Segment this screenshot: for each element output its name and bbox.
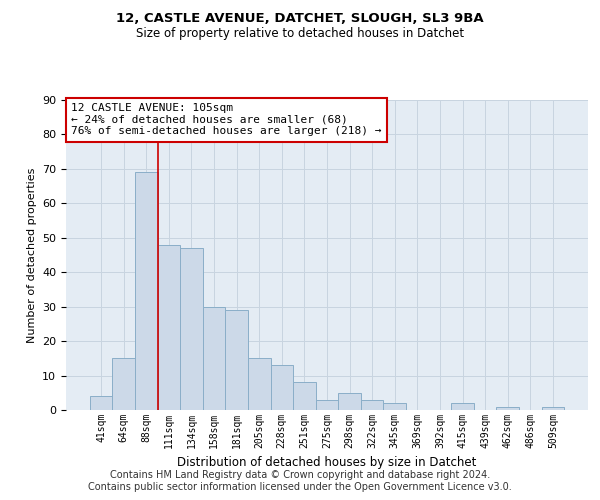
- Bar: [248, 358, 271, 410]
- Bar: [542, 406, 564, 410]
- Text: 12, CASTLE AVENUE, DATCHET, SLOUGH, SL3 9BA: 12, CASTLE AVENUE, DATCHET, SLOUGH, SL3 …: [116, 12, 484, 26]
- Bar: [112, 358, 135, 410]
- Bar: [271, 365, 293, 410]
- Bar: [361, 400, 383, 410]
- Bar: [226, 310, 248, 410]
- Bar: [451, 403, 474, 410]
- X-axis label: Distribution of detached houses by size in Datchet: Distribution of detached houses by size …: [178, 456, 476, 469]
- Text: Contains public sector information licensed under the Open Government Licence v3: Contains public sector information licen…: [88, 482, 512, 492]
- Bar: [135, 172, 158, 410]
- Bar: [316, 400, 338, 410]
- Bar: [383, 403, 406, 410]
- Text: Size of property relative to detached houses in Datchet: Size of property relative to detached ho…: [136, 28, 464, 40]
- Bar: [496, 406, 519, 410]
- Text: Contains HM Land Registry data © Crown copyright and database right 2024.: Contains HM Land Registry data © Crown c…: [110, 470, 490, 480]
- Bar: [180, 248, 203, 410]
- Bar: [293, 382, 316, 410]
- Text: 12 CASTLE AVENUE: 105sqm
← 24% of detached houses are smaller (68)
76% of semi-d: 12 CASTLE AVENUE: 105sqm ← 24% of detach…: [71, 103, 382, 136]
- Y-axis label: Number of detached properties: Number of detached properties: [26, 168, 37, 342]
- Bar: [158, 244, 180, 410]
- Bar: [338, 393, 361, 410]
- Bar: [203, 306, 226, 410]
- Bar: [90, 396, 112, 410]
